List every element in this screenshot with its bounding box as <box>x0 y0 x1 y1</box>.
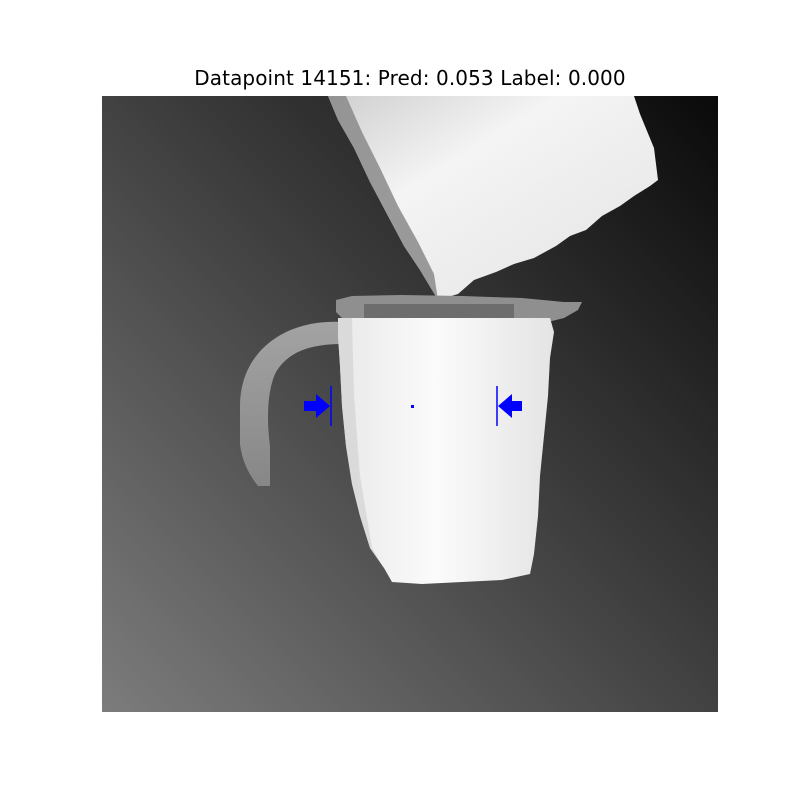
center-point <box>411 405 414 408</box>
pitcher-body <box>338 318 554 584</box>
right-arrow <box>496 386 522 426</box>
block-shadow-edge <box>328 96 438 300</box>
figure-title: Datapoint 14151: Pred: 0.053 Label: 0.00… <box>194 66 626 90</box>
pitcher-left-shade <box>338 318 392 582</box>
left-arrow <box>304 386 332 426</box>
depth-image-svg <box>102 96 718 712</box>
pitcher-opening <box>364 304 514 318</box>
depth-image-panel <box>102 96 718 712</box>
pitcher-handle <box>240 321 346 486</box>
